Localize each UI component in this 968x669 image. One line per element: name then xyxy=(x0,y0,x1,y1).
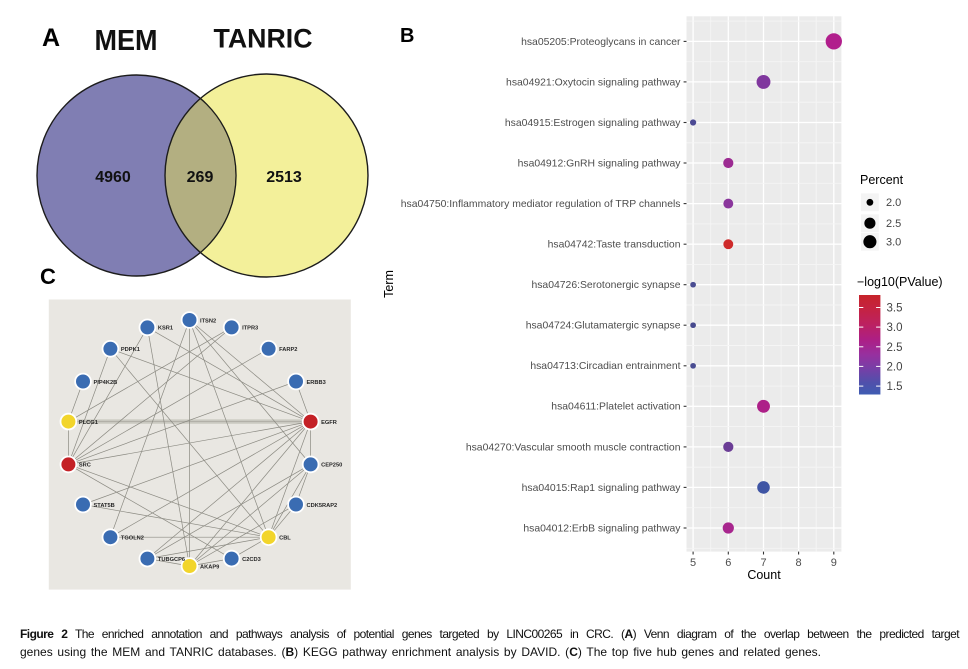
svg-text:3.0: 3.0 xyxy=(886,237,901,249)
svg-text:FARP2: FARP2 xyxy=(279,347,297,353)
svg-text:Term: Term xyxy=(382,270,396,298)
svg-text:SRC: SRC xyxy=(79,463,91,469)
svg-text:hsa04742:Taste transduction: hsa04742:Taste transduction xyxy=(548,240,681,251)
svg-text:2.0: 2.0 xyxy=(887,361,903,373)
svg-text:−log10(PValue): −log10(PValue) xyxy=(857,275,943,289)
svg-text:PLCG1: PLCG1 xyxy=(79,420,98,426)
svg-text:CEP250: CEP250 xyxy=(321,463,342,469)
svg-text:hsa04915:Estrogen signaling pa: hsa04915:Estrogen signaling pathway xyxy=(505,118,681,129)
svg-text:AKAP9: AKAP9 xyxy=(200,564,219,570)
svg-text:2.0: 2.0 xyxy=(886,197,901,209)
svg-text:9: 9 xyxy=(831,557,837,569)
svg-text:2513: 2513 xyxy=(266,169,302,186)
svg-text:STAT5B: STAT5B xyxy=(94,503,115,509)
svg-text:B: B xyxy=(400,25,414,47)
svg-text:hsa04921:Oxytocin signaling pa: hsa04921:Oxytocin signaling pathway xyxy=(506,77,681,88)
svg-text:Percent: Percent xyxy=(860,173,904,187)
svg-text:7: 7 xyxy=(760,557,766,569)
svg-text:TUBGCP6: TUBGCP6 xyxy=(158,557,185,563)
svg-text:TGOLN2: TGOLN2 xyxy=(121,536,144,542)
svg-text:hsa04726:Serotonergic synapse: hsa04726:Serotonergic synapse xyxy=(531,280,680,291)
svg-text:Count: Count xyxy=(747,568,781,582)
svg-text:C: C xyxy=(40,264,56,289)
svg-text:3.5: 3.5 xyxy=(887,303,903,315)
svg-text:EGFR: EGFR xyxy=(321,420,337,426)
svg-text:ITPR3: ITPR3 xyxy=(242,326,258,332)
svg-text:TANRIC: TANRIC xyxy=(214,24,313,54)
svg-text:CDK5RAP2: CDK5RAP2 xyxy=(307,503,338,509)
svg-text:hsa04270:Vascular smooth muscl: hsa04270:Vascular smooth muscle contract… xyxy=(466,442,681,453)
svg-text:hsa04912:GnRH signaling pathwa: hsa04912:GnRH signaling pathway xyxy=(518,158,682,169)
svg-text:hsa05205:Proteoglycans in canc: hsa05205:Proteoglycans in cancer xyxy=(521,37,681,48)
svg-text:hsa04724:Glutamatergic synapse: hsa04724:Glutamatergic synapse xyxy=(526,321,681,332)
svg-text:ERBB3: ERBB3 xyxy=(307,380,326,386)
svg-text:MEM: MEM xyxy=(95,25,158,57)
svg-text:ITSN2: ITSN2 xyxy=(200,318,216,324)
svg-text:5: 5 xyxy=(690,557,696,569)
svg-text:8: 8 xyxy=(796,557,802,569)
svg-text:C2CD3: C2CD3 xyxy=(242,557,261,563)
svg-text:hsa04012:ErbB signaling pathwa: hsa04012:ErbB signaling pathway xyxy=(523,523,681,534)
svg-text:3.0: 3.0 xyxy=(887,322,903,334)
svg-text:6: 6 xyxy=(725,557,731,569)
svg-text:hsa04015:Rap1 signaling pathwa: hsa04015:Rap1 signaling pathway xyxy=(522,483,682,494)
svg-text:hsa04611:Platelet activation: hsa04611:Platelet activation xyxy=(551,402,680,413)
svg-text:KSR1: KSR1 xyxy=(158,326,173,332)
svg-text:PIP4K2B: PIP4K2B xyxy=(94,380,118,386)
svg-text:CBL: CBL xyxy=(279,536,291,542)
svg-text:PDPK1: PDPK1 xyxy=(121,347,140,353)
svg-text:hsa04713:Circadian entrainment: hsa04713:Circadian entrainment xyxy=(530,361,680,372)
svg-text:1.5: 1.5 xyxy=(887,381,903,393)
svg-text:A: A xyxy=(42,24,60,52)
svg-text:2.5: 2.5 xyxy=(887,342,903,354)
svg-text:hsa04750:Inflammatory mediator: hsa04750:Inflammatory mediator regulatio… xyxy=(401,199,681,210)
svg-text:4960: 4960 xyxy=(95,169,131,186)
svg-text:269: 269 xyxy=(187,169,214,186)
svg-text:2.5: 2.5 xyxy=(886,218,901,230)
